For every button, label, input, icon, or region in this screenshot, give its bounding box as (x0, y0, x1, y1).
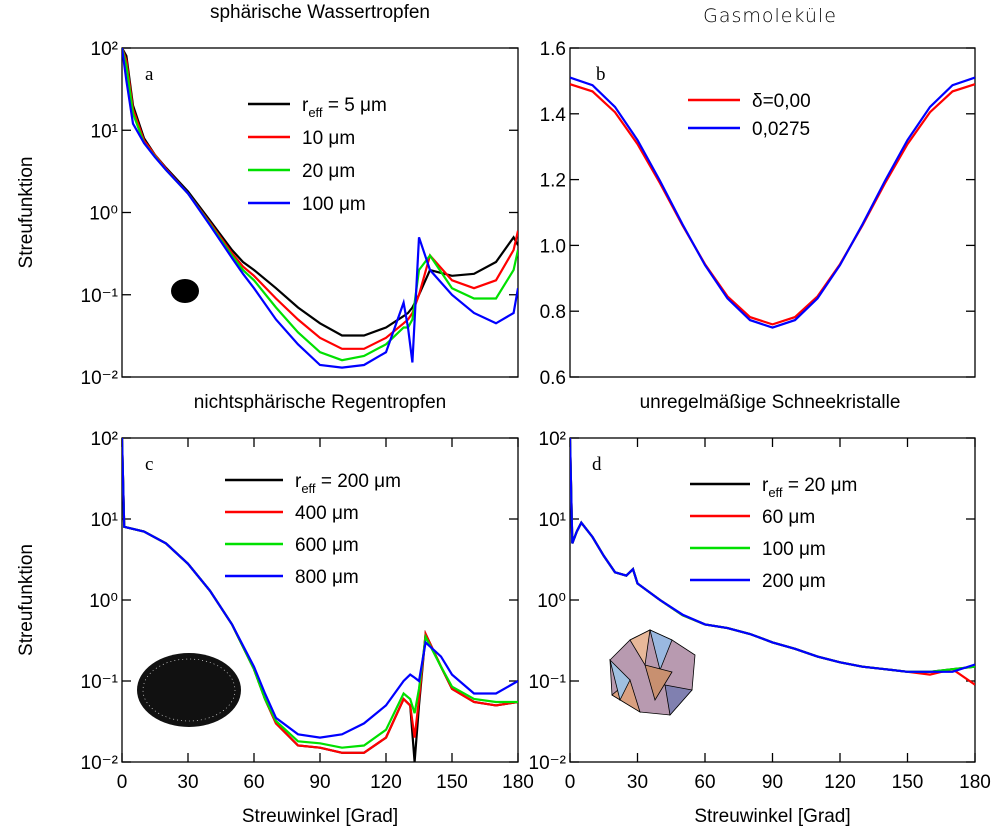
raindrop-icon (137, 653, 241, 727)
x-tick-label: 0 (565, 772, 576, 793)
y-tick-label: 10⁰ (537, 591, 566, 612)
legend-label: 800 μm (295, 567, 359, 588)
series-line (122, 48, 518, 369)
legend-label: 400 μm (295, 503, 359, 524)
legend-label: reff = 200 μm (295, 471, 401, 496)
y-tick-label: 10⁰ (89, 204, 118, 225)
legend-label: δ=0,00 (752, 91, 811, 112)
y-tick-label: 10⁻¹ (81, 672, 119, 693)
y-axis-label: Streufunktion (16, 157, 37, 269)
x-tick-label: 180 (959, 772, 991, 793)
x-axis-label: Streuwinkel [Grad] (694, 806, 850, 827)
raindrop-texture (142, 658, 236, 722)
panel-letter: b (596, 64, 606, 85)
y-tick-label: 10¹ (539, 510, 566, 531)
snow-crystal-icon (609, 629, 696, 716)
panel-title: nichtsphärische Regentropfen (194, 392, 446, 413)
legend-label: 100 μm (302, 194, 366, 215)
legend-label: 60 μm (762, 507, 815, 528)
x-tick-label: 60 (694, 772, 715, 793)
y-tick-label: 10¹ (91, 121, 118, 142)
x-tick-label: 180 (502, 772, 534, 793)
y-tick-label: 10⁻¹ (81, 286, 119, 307)
x-tick-label: 90 (762, 772, 783, 793)
legend-label: reff = 20 μm (762, 475, 857, 500)
y-tick-label: 10⁻² (81, 753, 119, 774)
legend-label: 20 μm (302, 161, 355, 182)
y-tick-label: 10⁻² (81, 368, 119, 389)
y-axis-label: Streufunktion (16, 544, 37, 656)
y-tick-label: 10⁻¹ (529, 672, 567, 693)
plot-area (570, 76, 975, 329)
legend-label: 200 μm (762, 571, 826, 592)
x-tick-label: 30 (177, 772, 198, 793)
x-axis-label: Streuwinkel [Grad] (242, 806, 398, 827)
panel-title: Gasmoleküle (703, 5, 837, 27)
x-tick-label: 150 (892, 772, 924, 793)
panel-letter: a (145, 64, 154, 85)
panel-letter: d (592, 454, 602, 475)
legend-label: reff = 5 μm (302, 95, 387, 120)
x-tick-label: 120 (824, 772, 856, 793)
series-line (122, 438, 518, 739)
droplet-icon (171, 279, 199, 303)
legend-label: 600 μm (295, 535, 359, 556)
y-tick-label: 0.8 (540, 302, 566, 323)
legend-label: 0,0275 (752, 119, 810, 140)
y-tick-label: 1.0 (540, 236, 566, 257)
panel-title: unregelmäßige Schneekristalle (640, 392, 901, 413)
legend-label: 100 μm (762, 539, 826, 560)
plot-frame (569, 47, 976, 378)
y-tick-label: 1.2 (540, 171, 566, 192)
plot-area (122, 438, 518, 762)
y-tick-label: 10⁰ (89, 591, 118, 612)
x-tick-label: 150 (436, 772, 468, 793)
y-tick-label: 10² (539, 429, 566, 450)
legend-label: 10 μm (302, 128, 355, 149)
x-tick-label: 60 (243, 772, 264, 793)
series-line (570, 76, 975, 329)
x-tick-label: 120 (370, 772, 402, 793)
y-tick-label: 10² (91, 39, 118, 60)
series-line (570, 83, 975, 326)
x-tick-label: 90 (309, 772, 330, 793)
y-tick-label: 10² (91, 429, 118, 450)
panel-title: sphärische Wassertropfen (210, 2, 430, 23)
y-tick-label: 10⁻² (529, 753, 567, 774)
y-tick-label: 0.6 (540, 368, 566, 389)
y-tick-label: 1.4 (540, 105, 567, 126)
series-line (570, 438, 975, 673)
x-tick-label: 30 (627, 772, 648, 793)
y-tick-label: 1.6 (540, 39, 566, 60)
plot-area (570, 438, 975, 686)
panel-letter: c (145, 454, 153, 475)
x-tick-label: 0 (117, 772, 128, 793)
y-tick-label: 10¹ (91, 510, 118, 531)
plot-area (122, 48, 518, 369)
